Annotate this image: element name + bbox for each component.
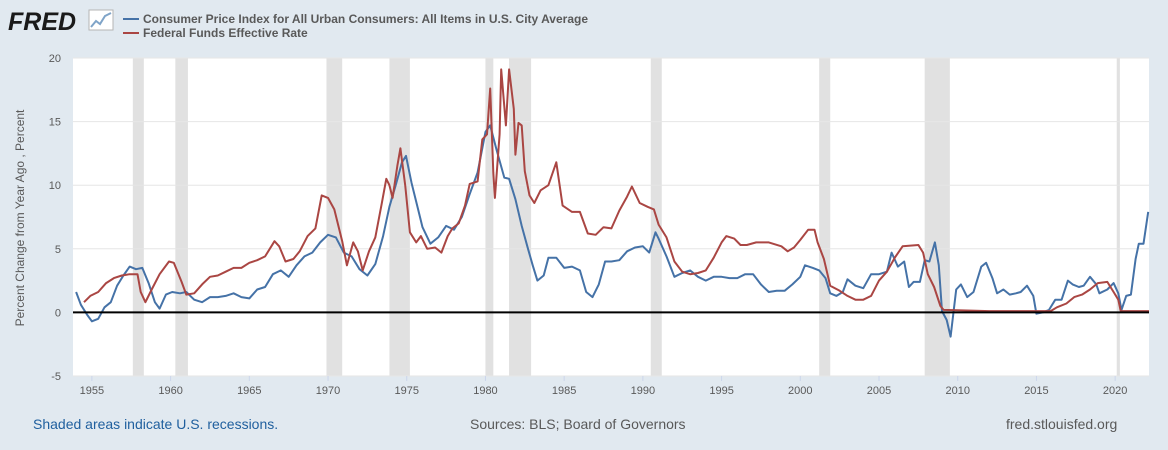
legend: Consumer Price Index for All Urban Consu…	[123, 12, 588, 40]
x-tick-label: 1975	[394, 385, 418, 397]
x-tick-label: 2020	[1103, 385, 1127, 397]
x-tick-label: 1965	[237, 385, 261, 397]
x-tick-label: 2000	[788, 385, 812, 397]
x-tick-label: 2015	[1024, 385, 1048, 397]
x-axis-ticks: 1955 1960 1965 1970 1975 1980 1985 1990 1995 2000…	[80, 376, 1127, 397]
y-tick-label: -5	[51, 371, 61, 383]
recession-band	[132, 58, 144, 376]
x-tick-label: 2010	[945, 385, 969, 397]
y-tick-label: 20	[49, 53, 61, 65]
plot-area	[73, 58, 1149, 376]
y-tick-label: 5	[55, 244, 61, 256]
x-tick-label: 1980	[473, 385, 497, 397]
series-lines	[75, 68, 1150, 338]
legend-ffr-label[interactable]: Federal Funds Effective Rate	[143, 26, 308, 40]
recession-band	[1116, 58, 1120, 376]
y-tick-label: 10	[49, 180, 61, 192]
recession-band	[175, 58, 188, 376]
recession-band	[924, 58, 950, 376]
fred-logo[interactable]: FRED	[8, 8, 76, 36]
y-axis-ticks: -5 0 5 10 15 20	[49, 53, 61, 383]
recession-note-link[interactable]: Shaded areas indicate U.S. recessions.	[33, 416, 279, 432]
x-tick-label: 1990	[631, 385, 655, 397]
cpi-series-line[interactable]	[75, 124, 1150, 338]
legend-cpi-label[interactable]: Consumer Price Index for All Urban Consu…	[143, 12, 588, 26]
x-tick-label: 2005	[867, 385, 891, 397]
x-tick-label: 1995	[709, 385, 733, 397]
x-tick-label: 1985	[552, 385, 576, 397]
y-axis-label: Percent Change from Year Ago , Percent	[13, 109, 27, 326]
y-tick-label: 0	[55, 307, 61, 319]
fred-logo-graph-icon	[88, 9, 114, 31]
website-link[interactable]: fred.stlouisfed.org	[1006, 416, 1118, 432]
recession-band	[326, 58, 343, 376]
y-tick-label: 15	[49, 117, 61, 129]
x-tick-label: 1955	[80, 385, 104, 397]
fed-funds-series-line[interactable]	[83, 68, 1149, 313]
recession-band	[389, 58, 410, 376]
sources-text: Sources: BLS; Board of Governors	[470, 416, 686, 432]
recession-band	[819, 58, 831, 376]
gridlines	[73, 57, 1149, 377]
x-tick-label: 1960	[158, 385, 182, 397]
recession-band	[485, 58, 494, 376]
x-tick-label: 1970	[316, 385, 340, 397]
